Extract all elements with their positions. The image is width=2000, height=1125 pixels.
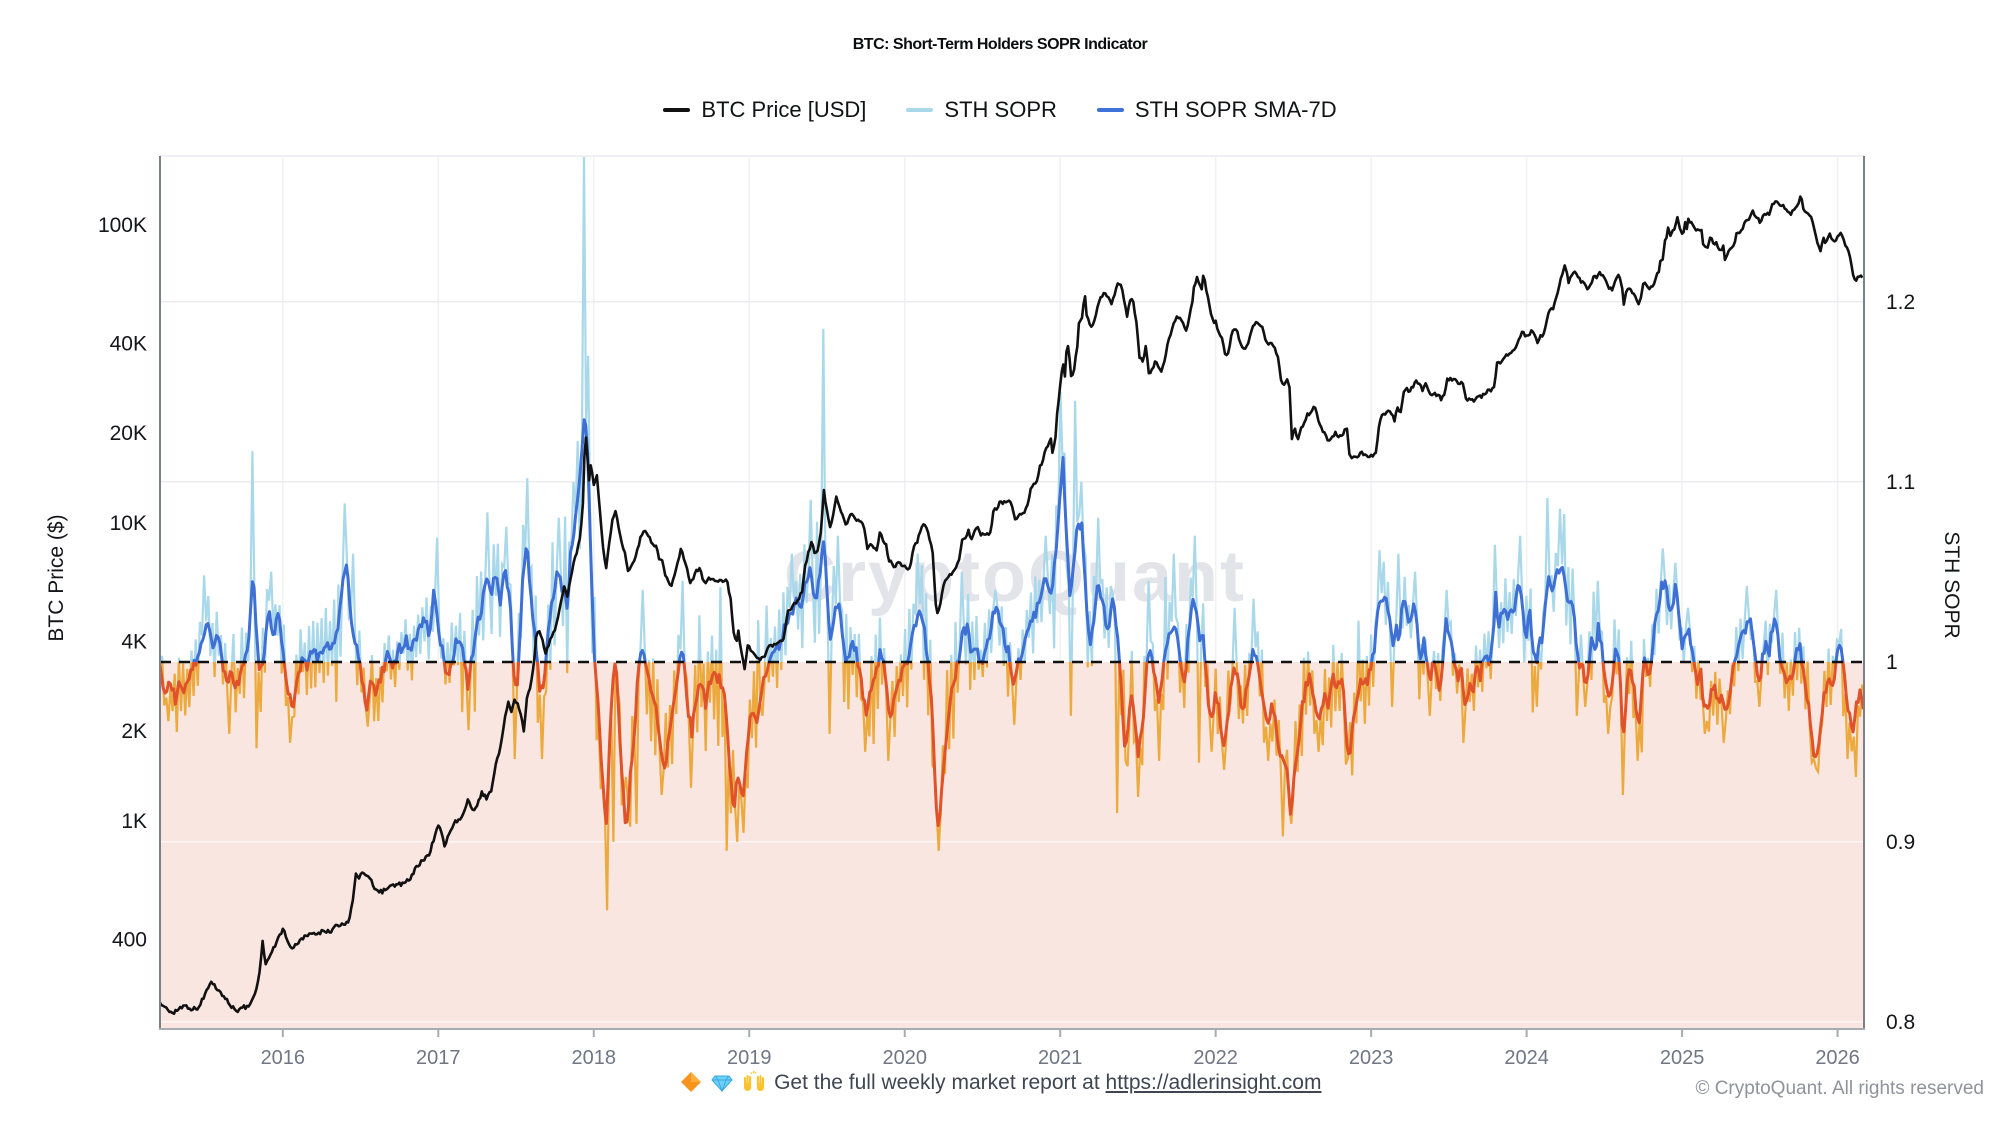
footer-promo: Get the full weekly market report at htt…: [0, 1070, 2000, 1095]
legend-item-sth-sopr-sma: STH SOPR SMA-7D: [1096, 97, 1337, 123]
gem-icon: [711, 1075, 734, 1093]
watermark-text: CryptoQuant: [784, 537, 1246, 617]
year-tick-label: 2024: [1504, 1047, 1549, 1069]
legend-swatch-sth-sopr: [906, 108, 934, 112]
sopr-tick-label: 1.2: [1886, 291, 1915, 314]
sopr-tick-label: 0.8: [1886, 1011, 1915, 1034]
year-tick-label: 2017: [416, 1047, 461, 1069]
year-tick-label: 2025: [1660, 1047, 1705, 1069]
legend-label-btc-price: BTC Price [USD]: [701, 97, 867, 122]
promo-link[interactable]: https://adlerinsight.com: [1105, 1071, 1322, 1094]
sth-sopr-line-above: [160, 156, 1844, 662]
copyright-note: © CryptoQuant. All rights reserved: [1695, 1078, 1984, 1099]
legend-item-btc-price: BTC Price [USD]: [663, 97, 866, 123]
year-tick-label: 2018: [572, 1047, 617, 1069]
price-tick-label: 20K: [110, 422, 147, 445]
year-tick-label: 2021: [1038, 1047, 1083, 1069]
legend-label-sth-sopr-sma: STH SOPR SMA-7D: [1134, 97, 1337, 122]
year-tick-label: 2023: [1349, 1047, 1394, 1069]
page-title: BTC: Short-Term Holders SOPR Indicator: [852, 36, 1148, 53]
sopr-tick-label: 1: [1886, 651, 1898, 674]
price-tick-label: 40K: [110, 333, 147, 356]
year-tick-label: 2020: [882, 1047, 927, 1069]
sth-sopr-sma-line-below: [160, 662, 1864, 828]
raised-hands-icon: [744, 1070, 765, 1092]
legend-item-sth-sopr: STH SOPR: [906, 97, 1057, 123]
legend-swatch-sth-sopr-sma: [1096, 108, 1124, 112]
price-tick-label: 4K: [121, 630, 147, 653]
sopr-tick-label: 0.9: [1886, 831, 1915, 854]
price-tick-label: 400: [112, 928, 147, 951]
orange-diamond-icon: [680, 1072, 701, 1092]
sth-sopr-sma-line-above: [192, 418, 1845, 662]
price-tick-label: 10K: [110, 512, 147, 535]
promo-text: Get the full weekly market report at: [774, 1071, 1106, 1094]
btc-price-line: [158, 195, 1864, 1016]
price-tick-label: 2K: [121, 720, 147, 743]
year-tick-label: 2026: [1815, 1047, 1860, 1069]
legend: BTC Price [USD] STH SOPR STH SOPR SMA-7D: [0, 97, 2000, 123]
year-tick-label: 2016: [261, 1047, 306, 1069]
legend-swatch-btc-price: [663, 108, 691, 112]
price-tick-label: 1K: [121, 810, 147, 833]
year-tick-label: 2022: [1193, 1047, 1238, 1069]
legend-label-sth-sopr: STH SOPR: [944, 97, 1057, 122]
price-tick-label: 100K: [98, 214, 147, 237]
sopr-tick-label: 1.1: [1886, 471, 1915, 494]
year-tick-label: 2019: [727, 1047, 772, 1069]
